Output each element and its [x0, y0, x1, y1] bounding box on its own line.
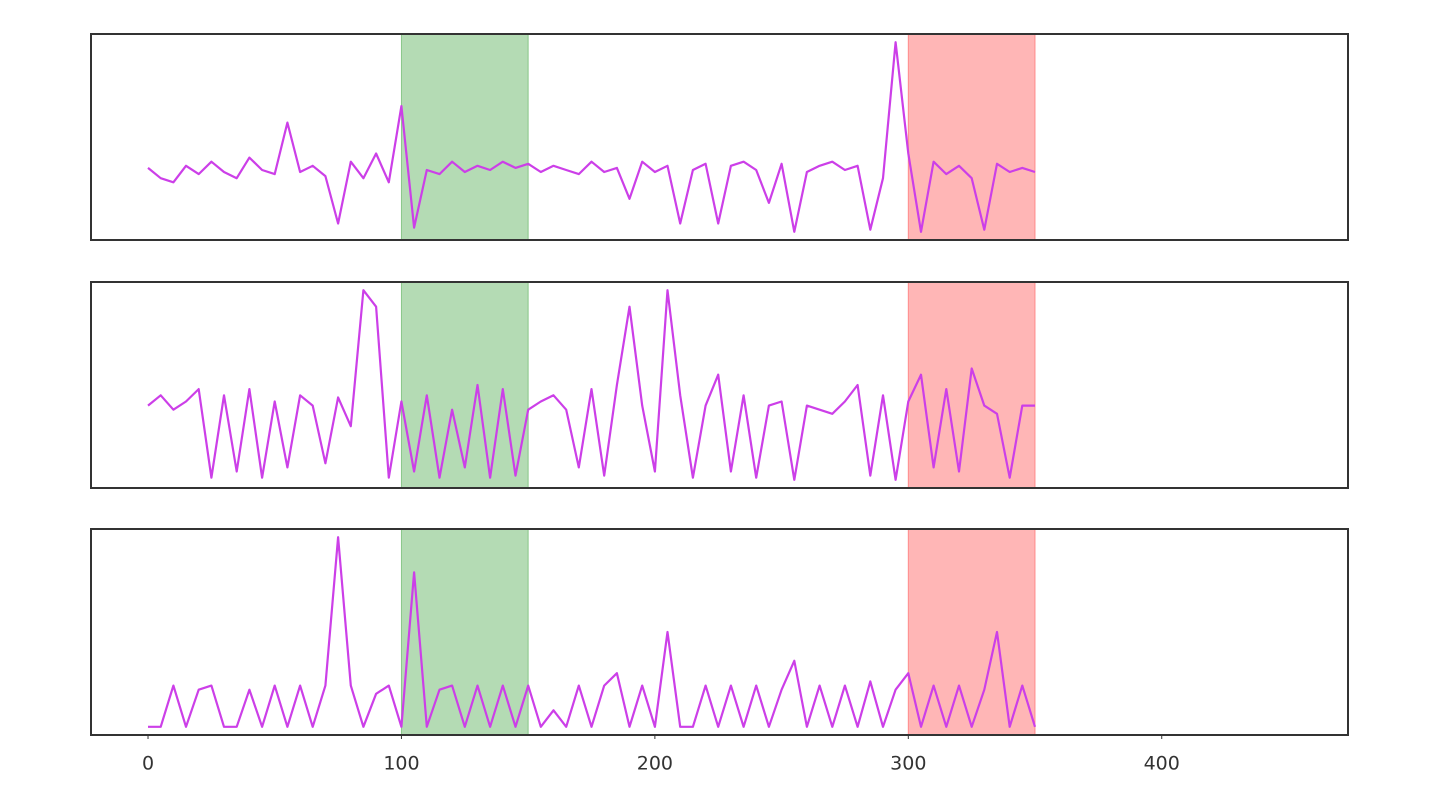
- x-tick-label: 100: [383, 753, 419, 775]
- highlight-span: [907, 281, 1036, 489]
- data-line: [147, 289, 1035, 481]
- highlight-span: [400, 33, 529, 241]
- x-tick-label: 400: [1144, 753, 1180, 775]
- axes-frame: [90, 281, 1349, 489]
- x-tick-label: 300: [890, 753, 926, 775]
- x-tick-label: 200: [637, 753, 673, 775]
- axes-frame: [90, 33, 1349, 241]
- highlight-span: [907, 33, 1036, 241]
- x-tick-label: 0: [142, 753, 154, 775]
- axes-frame: [90, 528, 1349, 736]
- highlight-span: [400, 281, 529, 489]
- data-line: [147, 41, 1036, 233]
- data-line: [148, 536, 1037, 728]
